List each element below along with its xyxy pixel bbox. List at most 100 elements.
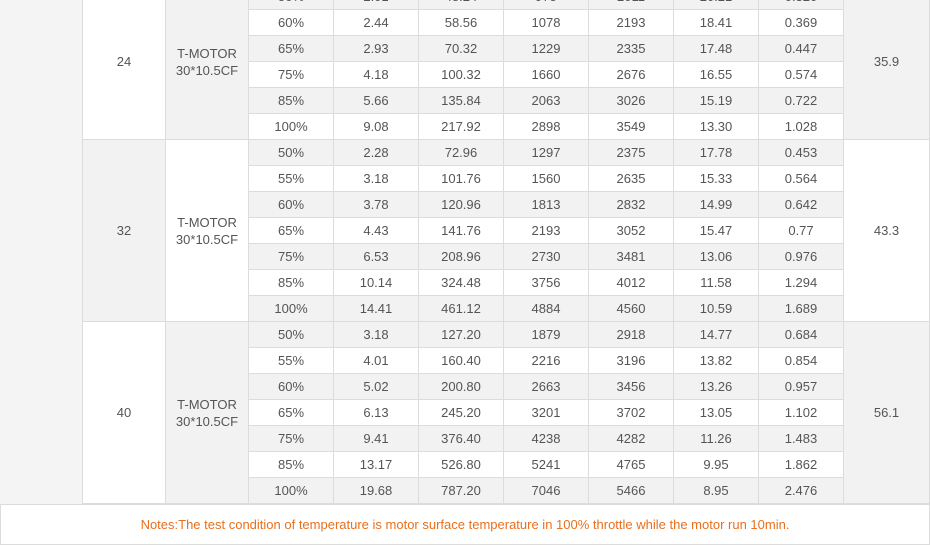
data-cell: 3.18 xyxy=(334,322,419,348)
data-cell: 75% xyxy=(249,426,334,452)
data-cell: 461.12 xyxy=(419,296,504,322)
data-cell: 3196 xyxy=(589,348,674,374)
data-cell: 208.96 xyxy=(419,244,504,270)
data-cell: 101.76 xyxy=(419,166,504,192)
data-cell: 13.05 xyxy=(674,400,759,426)
data-cell: 11.26 xyxy=(674,426,759,452)
data-cell: 100% xyxy=(249,478,334,504)
data-cell: 20.21 xyxy=(674,0,759,10)
data-cell: 15.47 xyxy=(674,218,759,244)
data-cell: 15.19 xyxy=(674,88,759,114)
data-cell: 0.854 xyxy=(759,348,844,374)
data-cell: 65% xyxy=(249,400,334,426)
temperature-cell: 56.1 xyxy=(844,322,930,504)
data-cell: 8.95 xyxy=(674,478,759,504)
data-cell: 5.66 xyxy=(334,88,419,114)
data-cell: 3756 xyxy=(504,270,589,296)
data-cell: 60% xyxy=(249,10,334,36)
data-cell: 0.447 xyxy=(759,36,844,62)
data-cell: 1.294 xyxy=(759,270,844,296)
temperature-cell: 43.3 xyxy=(844,140,930,322)
data-cell: 9.08 xyxy=(334,114,419,140)
data-cell: 1813 xyxy=(504,192,589,218)
data-cell: 70.32 xyxy=(419,36,504,62)
data-cell: 50% xyxy=(249,0,334,10)
data-cell: 1297 xyxy=(504,140,589,166)
data-cell: 13.82 xyxy=(674,348,759,374)
data-cell: 4238 xyxy=(504,426,589,452)
data-cell: 16.55 xyxy=(674,62,759,88)
left-margin xyxy=(0,0,83,504)
data-cell: 48.24 xyxy=(419,0,504,10)
data-cell: 3456 xyxy=(589,374,674,400)
data-cell: 0.77 xyxy=(759,218,844,244)
data-cell: 3026 xyxy=(589,88,674,114)
data-cell: 3052 xyxy=(589,218,674,244)
data-cell: 13.17 xyxy=(334,452,419,478)
voltage-cell: 40 xyxy=(83,322,166,504)
data-cell: 975 xyxy=(504,0,589,10)
data-cell: 9.95 xyxy=(674,452,759,478)
data-cell: 50% xyxy=(249,140,334,166)
data-cell: 65% xyxy=(249,36,334,62)
data-cell: 50% xyxy=(249,322,334,348)
data-cell: 245.20 xyxy=(419,400,504,426)
data-cell: 1.028 xyxy=(759,114,844,140)
data-cell: 3.78 xyxy=(334,192,419,218)
data-cell: 2193 xyxy=(589,10,674,36)
data-cell: 65% xyxy=(249,218,334,244)
data-cell: 0.722 xyxy=(759,88,844,114)
data-cell: 100% xyxy=(249,114,334,140)
data-cell: 0.320 xyxy=(759,0,844,10)
data-cell: 17.78 xyxy=(674,140,759,166)
data-cell: 120.96 xyxy=(419,192,504,218)
data-cell: 18.41 xyxy=(674,10,759,36)
data-cell: 9.41 xyxy=(334,426,419,452)
data-cell: 1.483 xyxy=(759,426,844,452)
data-cell: 75% xyxy=(249,62,334,88)
propeller-cell: T-MOTOR 30*10.5CF xyxy=(166,322,249,504)
data-cell: 55% xyxy=(249,166,334,192)
data-cell: 11.58 xyxy=(674,270,759,296)
data-cell: 100% xyxy=(249,296,334,322)
data-cell: 3481 xyxy=(589,244,674,270)
data-cell: 19.68 xyxy=(334,478,419,504)
data-cell: 1879 xyxy=(504,322,589,348)
data-cell: 2063 xyxy=(504,88,589,114)
data-cell: 85% xyxy=(249,88,334,114)
data-cell: 1660 xyxy=(504,62,589,88)
data-cell: 217.92 xyxy=(419,114,504,140)
data-cell: 3702 xyxy=(589,400,674,426)
data-cell: 100.32 xyxy=(419,62,504,88)
data-cell: 7046 xyxy=(504,478,589,504)
data-cell: 376.40 xyxy=(419,426,504,452)
data-cell: 1.689 xyxy=(759,296,844,322)
data-cell: 2.44 xyxy=(334,10,419,36)
data-cell: 3201 xyxy=(504,400,589,426)
data-cell: 3549 xyxy=(589,114,674,140)
data-cell: 2.93 xyxy=(334,36,419,62)
data-cell: 2011 xyxy=(589,0,674,10)
data-cell: 2216 xyxy=(504,348,589,374)
data-cell: 324.48 xyxy=(419,270,504,296)
data-cell: 13.06 xyxy=(674,244,759,270)
data-cell: 3.18 xyxy=(334,166,419,192)
data-cell: 60% xyxy=(249,374,334,400)
data-cell: 15.33 xyxy=(674,166,759,192)
data-cell: 127.20 xyxy=(419,322,504,348)
data-cell: 85% xyxy=(249,270,334,296)
data-cell: 4560 xyxy=(589,296,674,322)
data-cell: 10.14 xyxy=(334,270,419,296)
data-cell: 4.18 xyxy=(334,62,419,88)
data-cell: 58.56 xyxy=(419,10,504,36)
temperature-cell: 35.9 xyxy=(844,0,930,140)
data-cell: 2193 xyxy=(504,218,589,244)
propeller-cell: T-MOTOR 30*10.5CF xyxy=(166,0,249,140)
data-cell: 2676 xyxy=(589,62,674,88)
voltage-cell: 24 xyxy=(83,0,166,140)
data-cell: 2.01 xyxy=(334,0,419,10)
data-cell: 2663 xyxy=(504,374,589,400)
data-cell: 72.96 xyxy=(419,140,504,166)
data-cell: 10.59 xyxy=(674,296,759,322)
